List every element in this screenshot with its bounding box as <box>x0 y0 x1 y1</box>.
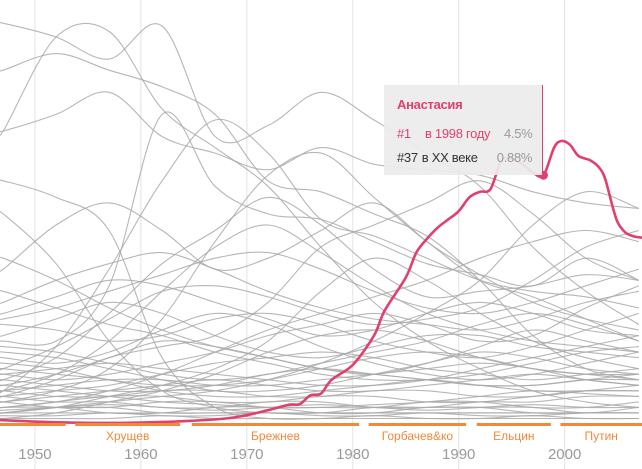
name-line-33[interactable] <box>0 395 639 409</box>
name-line-19[interactable] <box>0 312 639 381</box>
tooltip-century-value: 0.88% <box>496 149 533 165</box>
name-line-3[interactable] <box>0 53 639 381</box>
era-label: Горбачев&ко <box>382 429 454 443</box>
era-bar-5 <box>476 423 551 426</box>
name-line-26[interactable] <box>0 351 639 398</box>
x-tick-label: 1990 <box>442 446 475 463</box>
tooltip-year-rank: #1 <box>397 125 411 141</box>
name-line-4[interactable] <box>0 91 639 209</box>
name-line-44[interactable] <box>0 329 639 420</box>
x-tick-label: 2000 <box>548 446 581 463</box>
tooltip-year-value: 4.5% <box>504 125 533 141</box>
name-line-22[interactable] <box>0 285 640 381</box>
name-line-21[interactable] <box>0 301 639 359</box>
x-tick-label: 1950 <box>18 446 51 463</box>
era-label: Брежнев <box>251 429 300 443</box>
x-tick-label: 1980 <box>336 446 369 463</box>
name-line-23[interactable] <box>0 312 639 381</box>
era-label: Хрущев <box>106 429 149 443</box>
name-line-11[interactable] <box>0 151 639 403</box>
x-axis: 1950 1960 1970 1980 1990 2000 <box>18 446 581 463</box>
name-line-12[interactable] <box>0 180 640 398</box>
name-line-46[interactable] <box>0 224 639 393</box>
era-bar-6 <box>560 423 642 426</box>
name-line-7[interactable] <box>0 210 639 414</box>
name-line-24[interactable] <box>0 329 639 387</box>
era-bars: Хрущев Брежнев Горбачев&ко Ельцин Путин <box>0 423 642 443</box>
tooltip-century-rank: #37 <box>397 149 418 165</box>
name-line-10[interactable] <box>0 196 639 382</box>
highlighted-line-anastasia[interactable] <box>0 139 642 425</box>
era-label: Ельцин <box>493 429 534 443</box>
x-tick-label: 1960 <box>124 446 157 463</box>
name-line-42[interactable] <box>0 367 639 398</box>
era-label: Путин <box>584 429 617 443</box>
name-line-17[interactable] <box>0 279 639 337</box>
name-line-43[interactable] <box>0 351 639 393</box>
name-line-45[interactable] <box>0 252 639 331</box>
tooltip-year-row: #1 в 1998 году 4.5% <box>397 121 542 145</box>
name-line-15[interactable] <box>0 229 639 371</box>
tooltip-name: Анастасия <box>397 97 463 112</box>
background-name-lines[interactable] <box>0 21 640 420</box>
gridlines <box>34 0 566 469</box>
era-bar-1 <box>0 423 66 426</box>
tooltip-year-period: в 1998 году <box>425 125 491 141</box>
x-tick-label: 1970 <box>230 446 263 463</box>
name-line-48[interactable] <box>0 191 639 414</box>
tooltip: Анастасия #1 в 1998 году 4.5% #37 в XX в… <box>384 85 543 175</box>
name-line-32[interactable] <box>0 389 639 409</box>
name-line-2[interactable] <box>0 21 640 325</box>
tooltip-century-row: #37 в XX веке 0.88% <box>397 145 542 169</box>
name-line-47[interactable] <box>0 251 639 321</box>
name-line-13[interactable] <box>0 256 639 387</box>
tooltip-century-period: в XX веке <box>421 149 478 165</box>
name-line-29[interactable] <box>0 368 639 393</box>
era-bar-4 <box>368 423 467 426</box>
name-line-9[interactable] <box>0 202 640 342</box>
name-line-38[interactable] <box>0 415 639 420</box>
era-bar-2 <box>75 423 181 426</box>
era-bar-3 <box>191 423 360 426</box>
name-line-18[interactable] <box>0 312 639 359</box>
